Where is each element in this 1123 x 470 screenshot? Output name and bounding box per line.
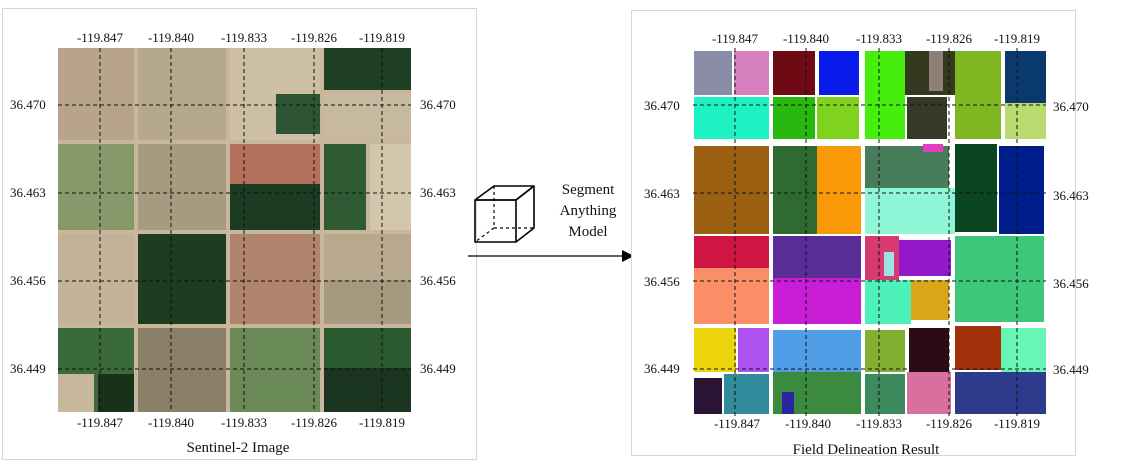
model-label: Segment Anything Model — [548, 180, 628, 243]
sentinel-2-image — [58, 48, 411, 412]
right-lat-left-3: 36.456 — [644, 274, 680, 289]
right-lon-top-5: -119.819 — [993, 31, 1041, 46]
left-lon-bottom-3: -119.833 — [220, 415, 268, 430]
left-lat-right-4: 36.449 — [420, 361, 456, 376]
delineation-grid — [693, 48, 1046, 416]
left-caption: Sentinel-2 Image — [186, 440, 290, 456]
left-lon-bottom-2: -119.840 — [147, 415, 195, 430]
left-lon-top-5: -119.819 — [358, 30, 406, 45]
left-lat-right-2: 36.463 — [420, 185, 456, 200]
left-lat-left-4: 36.449 — [10, 361, 46, 376]
right-lon-top-3: -119.833 — [855, 31, 903, 46]
right-caption: Field Delineation Result — [792, 442, 940, 458]
field-delineation-map — [693, 48, 1046, 416]
left-lon-top-1: -119.847 — [76, 30, 124, 45]
left-lat-left-1: 36.470 — [10, 97, 46, 112]
left-lat-left-2: 36.463 — [10, 185, 46, 200]
right-lon-bottom-2: -119.840 — [784, 416, 832, 431]
left-lon-top-2: -119.840 — [147, 30, 195, 45]
left-lat-left-3: 36.456 — [10, 273, 46, 288]
right-lat-right-3: 36.456 — [1053, 276, 1089, 291]
right-lon-bottom-1: -119.847 — [713, 416, 761, 431]
right-lon-bottom-3: -119.833 — [855, 416, 903, 431]
right-lat-right-1: 36.470 — [1053, 99, 1089, 114]
left-lon-bottom-1: -119.847 — [76, 415, 124, 430]
right-lat-right-4: 36.449 — [1053, 362, 1089, 377]
left-lon-bottom-5: -119.819 — [358, 415, 406, 430]
left-lon-top-4: -119.826 — [290, 30, 338, 45]
flow-arrow — [468, 250, 634, 262]
right-lon-top-4: -119.826 — [925, 31, 973, 46]
left-lat-right-3: 36.456 — [420, 273, 456, 288]
sentinel-grid — [58, 48, 411, 412]
model-label-line-2: Anything — [559, 203, 617, 219]
model-label-line-1: Segment — [561, 182, 615, 198]
model-label-line-3: Model — [568, 224, 608, 240]
right-lat-left-4: 36.449 — [644, 361, 680, 376]
right-lon-bottom-4: -119.826 — [925, 416, 973, 431]
right-lat-right-2: 36.463 — [1053, 188, 1089, 203]
left-lon-bottom-4: -119.826 — [290, 415, 338, 430]
right-lon-bottom-5: -119.819 — [993, 416, 1041, 431]
right-lat-left-1: 36.470 — [644, 98, 680, 113]
right-lon-top-1: -119.847 — [711, 31, 759, 46]
left-lon-top-3: -119.833 — [220, 30, 268, 45]
left-lat-right-1: 36.470 — [420, 97, 456, 112]
right-lat-left-2: 36.463 — [644, 186, 680, 201]
right-lon-top-2: -119.840 — [782, 31, 830, 46]
cube-icon — [474, 185, 535, 243]
